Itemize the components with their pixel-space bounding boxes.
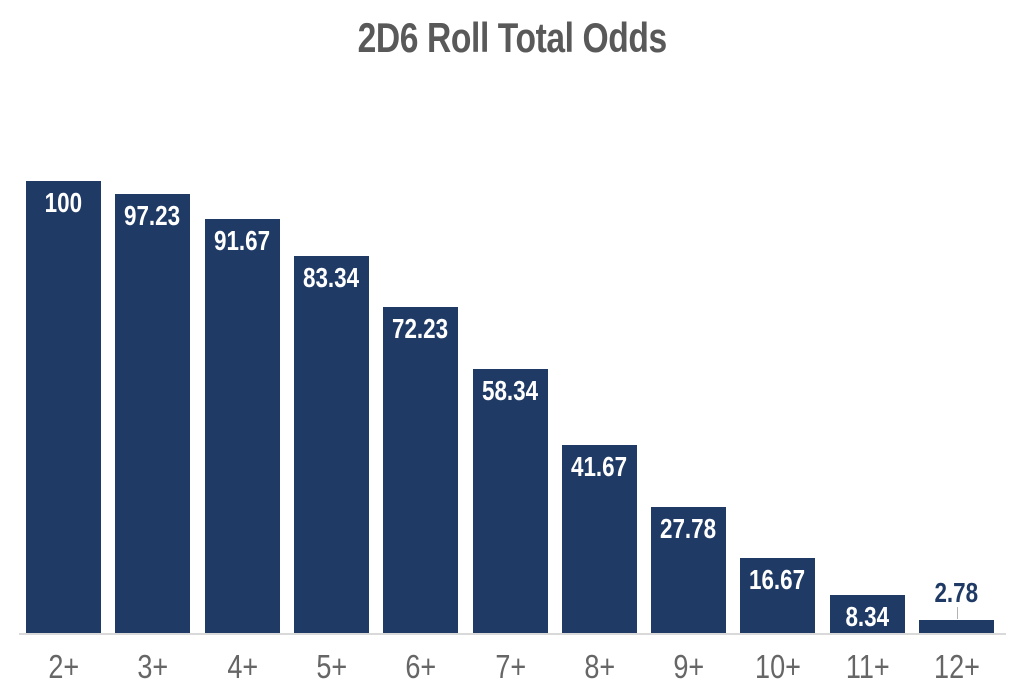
bar [562, 445, 637, 633]
x-tick-text: 11+ [845, 648, 890, 685]
x-tick-label: 3+ [100, 650, 205, 684]
bar-value-label: 91.67 [205, 226, 280, 256]
bar-value-text: 58.34 [482, 375, 539, 406]
bar [651, 507, 726, 633]
bar-value-text: 100 [44, 187, 83, 218]
x-tick-label: 8+ [547, 650, 652, 684]
bar-value-label: 72.23 [383, 314, 458, 344]
chart-title-text: 2D6 Roll Total Odds [357, 14, 667, 61]
bar-value-text: 97.23 [124, 200, 181, 231]
bar-value-label: 16.67 [740, 565, 815, 595]
x-tick-label: 7+ [458, 650, 563, 684]
bar [919, 620, 994, 633]
bar-value-text: 83.34 [303, 262, 360, 293]
bar-value-label: 83.34 [294, 263, 369, 293]
bar-value-text: 8.34 [845, 601, 890, 632]
label-leader-line [956, 607, 958, 619]
x-tick-label: 10+ [725, 650, 830, 684]
bar-value-text: 72.23 [392, 313, 449, 344]
bar-value-label: 27.78 [651, 514, 726, 544]
x-tick-text: 10+ [754, 648, 801, 685]
x-tick-text: 6+ [405, 648, 436, 685]
x-tick-text: 12+ [933, 648, 980, 685]
bar [115, 194, 190, 633]
x-tick-text: 7+ [495, 648, 526, 685]
bar [294, 256, 369, 633]
x-tick-text: 9+ [673, 648, 704, 685]
x-tick-text: 8+ [584, 648, 615, 685]
bar-value-text: 27.78 [660, 513, 717, 544]
bar [26, 181, 101, 633]
chart-title: 2D6 Roll Total Odds [0, 16, 1024, 60]
x-tick-text: 2+ [48, 648, 79, 685]
x-tick-label: 2+ [11, 650, 116, 684]
bar-value-text: 16.67 [749, 564, 806, 595]
bar-value-text: 2.78 [934, 577, 979, 608]
bar-value-label: 2.78 [899, 578, 1014, 608]
x-tick-text: 3+ [137, 648, 168, 685]
x-tick-label: 11+ [815, 650, 920, 684]
bar-value-label: 58.34 [473, 376, 548, 406]
x-tick-label: 6+ [368, 650, 473, 684]
bar-value-label: 41.67 [562, 452, 637, 482]
bar-value-label: 97.23 [115, 201, 190, 231]
x-axis-line [19, 633, 1006, 635]
bar [383, 307, 458, 633]
x-tick-label: 5+ [279, 650, 384, 684]
x-tick-label: 9+ [636, 650, 741, 684]
bar [473, 369, 548, 633]
bar [830, 595, 905, 633]
bar-value-label: 100 [26, 188, 101, 218]
x-tick-text: 4+ [227, 648, 258, 685]
x-tick-label: 4+ [190, 650, 295, 684]
bar-value-text: 41.67 [571, 451, 628, 482]
bar [740, 558, 815, 633]
x-tick-text: 5+ [316, 648, 347, 685]
bar [205, 219, 280, 633]
bar-value-label: 8.34 [830, 602, 905, 632]
bar-value-text: 91.67 [214, 225, 271, 256]
x-tick-label: 12+ [904, 650, 1009, 684]
